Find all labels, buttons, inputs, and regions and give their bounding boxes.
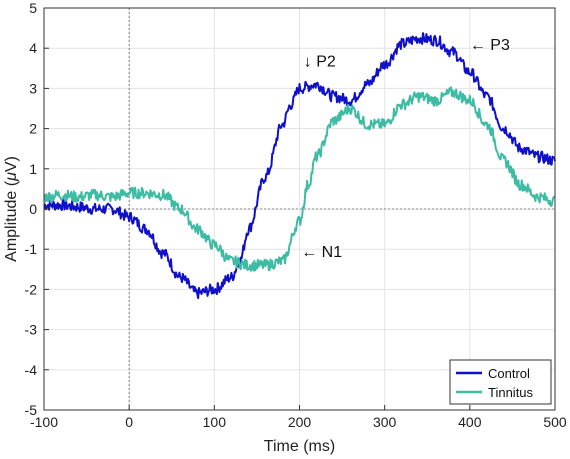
y-tick-label: -4 xyxy=(25,362,38,378)
x-tick-label: 500 xyxy=(543,414,567,430)
y-axis-title-unit-greek: μ xyxy=(3,172,20,182)
y-tick-label: -1 xyxy=(25,241,38,257)
y-tick-label: 4 xyxy=(29,40,37,56)
x-tick-label: 0 xyxy=(125,414,133,430)
y-tick-label: -3 xyxy=(25,322,38,338)
x-tick-label: 200 xyxy=(288,414,312,430)
y-tick-label: 2 xyxy=(29,121,37,137)
legend-box xyxy=(449,359,552,405)
x-tick-label: 100 xyxy=(203,414,227,430)
y-tick-label: -5 xyxy=(25,402,38,418)
y-tick-label: -2 xyxy=(25,281,38,297)
legend: Control Tinnitus xyxy=(449,359,552,405)
x-axis-title: Time (ms) xyxy=(264,438,335,455)
y-tick-label: 3 xyxy=(29,80,37,96)
annotation-n1: ← N1 xyxy=(301,244,342,261)
series-line-tinnitus xyxy=(43,86,556,272)
y-axis-title-unit-tail: V) xyxy=(3,156,20,172)
y-tick-label: 1 xyxy=(29,161,37,177)
y-tick-label: 0 xyxy=(29,201,37,217)
annotation-p2: ↓ P2 xyxy=(304,53,336,70)
y-tick-label: 5 xyxy=(29,0,37,16)
y-axis-title-main: Amplitude ( xyxy=(3,180,20,262)
y-axis-title: Amplitude (μV) xyxy=(3,156,20,262)
annotation-p3: ← P3 xyxy=(470,37,510,54)
x-tick-label: -100 xyxy=(30,414,58,430)
annotations: ↓ P2 ← P3 ← N1 xyxy=(301,37,510,261)
reference-lines xyxy=(44,8,555,410)
axis-ticks: -100 0 100 200 300 400 500 -5 -4 -3 -2 -1 0 1 2 3 4 5 xyxy=(25,0,567,430)
x-tick-label: 300 xyxy=(373,414,397,430)
series-line-control xyxy=(43,32,556,300)
legend-label-tinnitus: Tinnitus xyxy=(488,385,534,400)
x-tick-label: 400 xyxy=(458,414,482,430)
legend-label-control: Control xyxy=(488,366,530,381)
series-layer xyxy=(43,32,556,300)
